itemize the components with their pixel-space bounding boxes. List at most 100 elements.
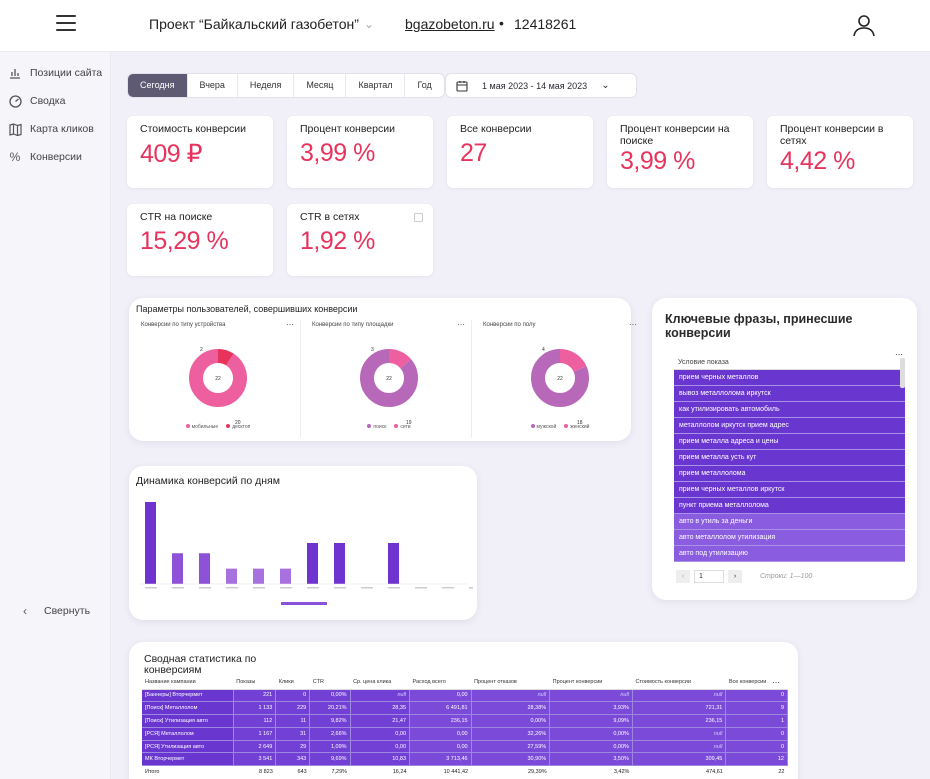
keyword-row[interactable]: авто в утиль за деньги [674,514,905,530]
column-header[interactable]: Показы [233,675,276,690]
table-cell: null [471,689,551,703]
x-tick [442,587,454,589]
table-row[interactable]: МК Вторчермет 3 541 343 9,69% 10,83 3 713,46 3… [142,752,788,767]
next-page-button[interactable]: › [728,570,742,583]
table-cell: 236,15 [632,714,727,728]
table-row[interactable]: [РСЯ] Утилизация авто 2 649 29 1,09% 0,00 0,0… [142,740,788,754]
tab-month[interactable]: Месяц [294,74,347,97]
more-icon[interactable]: ⋯ [629,320,637,329]
tab-year[interactable]: Год [417,80,432,90]
legend-item[interactable]: десктоп [226,424,250,430]
x-tick [280,587,292,589]
column-header[interactable]: Название кампании [142,675,234,690]
keyword-row[interactable]: металлолом иркутск прием адрес [674,418,905,434]
column-header[interactable]: Стоимость конверсии [632,675,726,690]
table-cell: МК Вторчермет [142,752,234,767]
collapse-button[interactable]: ‹ Свернуть [18,604,90,618]
legend-item[interactable]: поиск [367,424,386,430]
donut-panel: Конверсии по полу ⋯ 22 18 4 мужской женский [477,320,643,438]
table-cell: 112 [233,714,277,728]
domain-link[interactable]: bgazobeton.ru [405,16,495,32]
user-params-card: Параметры пользователей, совершивших кон… [129,298,637,441]
more-icon[interactable]: ⋯ [895,350,903,359]
period-tabs: Сегодня Вчера Неделя Месяц Квартал Год [127,73,445,98]
legend-item[interactable]: мужской [530,424,556,430]
table-row[interactable]: [Поиск] Утилизация авто 112 11 9,82% 21,47 23… [142,714,788,728]
more-icon[interactable]: ⋯ [457,320,465,329]
tab-week[interactable]: Неделя [238,74,295,97]
legend-item[interactable]: мобильные [185,424,218,430]
column-header[interactable]: Клики [275,675,310,690]
donut-title: Конверсии по полу [483,322,536,328]
keyword-row[interactable]: прием металла адреса и цены [674,434,905,450]
sidebar-item-conversions[interactable]: % Конверсии [8,150,82,164]
more-icon[interactable]: ⋯ [286,320,294,329]
scrollbar[interactable] [900,358,905,388]
table-cell: 9,09% [549,714,633,728]
table-cell: 474,61 [632,765,726,779]
table-row[interactable]: [Баннеры] Вторчермет 221 0 0,00% null 0,00 nul… [142,689,788,703]
x-tick [415,587,427,589]
table-cell: 9,69% [309,752,351,767]
sidebar: Позиции сайта Сводка Карта кликов % Конв… [0,52,111,779]
keyword-row[interactable]: прием металлолома [674,466,905,482]
keyword-row[interactable]: как утилизировать автомобиль [674,402,905,418]
keyword-row[interactable]: пункт приема металлолома [674,498,905,514]
kpi-value: 15,29 % [140,227,229,255]
more-icon[interactable]: ⋯ [772,678,780,687]
sidebar-item-positions[interactable]: Позиции сайта [8,66,102,80]
kpi-value: 1,92 % [300,227,375,255]
keyword-row[interactable]: авто металлолом утилизация [674,530,905,546]
menu-icon[interactable] [56,15,76,31]
table-cell: 0,00% [309,689,351,703]
table-cell: 30,90% [471,752,551,767]
column-header[interactable]: CTR [309,675,351,690]
kpi-label: CTR на поиске [140,211,213,223]
slice-label: 3 [371,347,374,353]
sidebar-item-summary[interactable]: Сводка [8,94,65,108]
donut-legend: поиск сети [306,424,472,430]
keyword-row[interactable]: прием металла усть кут [674,450,905,466]
rows-info: Строки: 1—100 [760,573,813,580]
prev-page-button[interactable]: ‹ [676,570,690,583]
tab-yesterday[interactable]: Вчера [188,74,238,97]
column-header[interactable]: Процент отказов [471,675,550,690]
keyword-row[interactable]: прием черных металлов иркутск [674,482,905,498]
chevron-down-icon[interactable]: ⌄ [364,17,375,31]
donut-center-label: 22 [557,376,563,382]
table-cell: 643 [275,765,310,779]
table-cell: 3,93% [549,701,633,716]
column-header[interactable]: Расход всего [409,675,472,690]
page-input[interactable]: 1 [694,570,724,583]
column-header[interactable]: Ср. цена клика [350,675,410,690]
kpi-value: 409 ₽ [140,140,203,168]
date-range-picker[interactable]: 1 мая 2023 - 14 мая 2023 ⌄ [445,73,637,98]
keyword-row[interactable]: авто под утилизацию [674,546,905,562]
table-row[interactable]: [Поиск] Металлолом 1 133 229 20,21% 28,35 6 4… [142,701,788,716]
checkbox[interactable] [414,213,423,222]
legend-item[interactable]: сети [394,424,411,430]
keyword-row[interactable]: прием черных металлов [674,370,905,386]
column-header[interactable]: Условие показа [674,356,905,370]
table-cell: 236,15 [409,714,472,728]
table-row[interactable]: [РСЯ] Металлолом 1 167 31 2,66% 0,00 0,00 32,2… [142,727,788,741]
project-title[interactable]: Проект “Байкальский газобетон” [149,16,359,32]
tab-today[interactable]: Сегодня [128,74,188,97]
user-icon[interactable] [852,13,876,37]
column-header[interactable]: Процент конверсии [549,675,633,690]
sidebar-item-label: Конверсии [30,151,82,163]
donut-slice-a [360,349,418,407]
legend-item[interactable]: женский [564,424,589,430]
kpi-label: Стоимость конверсии [140,123,246,135]
table-cell: 12 [725,752,788,767]
bar [388,543,399,584]
donut-center-label: 22 [386,376,392,382]
map-icon [8,122,22,136]
tab-quarter[interactable]: Квартал [346,74,406,97]
column-header[interactable]: Все конверсии [725,675,788,690]
keyword-row[interactable]: вывоз металлолома иркутск [674,386,905,402]
table-cell: [Поиск] Металлолом [142,701,234,716]
x-tick [334,587,346,589]
table-cell: 3 713,46 [409,752,472,767]
sidebar-item-click-map[interactable]: Карта кликов [8,122,94,136]
